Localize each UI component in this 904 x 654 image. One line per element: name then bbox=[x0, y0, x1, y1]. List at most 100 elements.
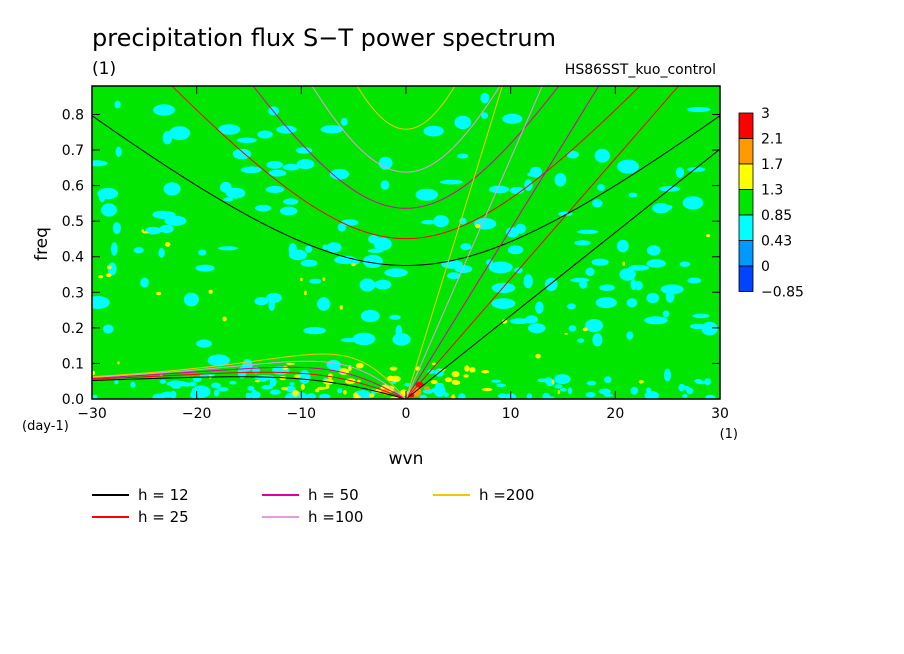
field-cyan-patch bbox=[257, 130, 273, 139]
kelvin-wave-curve bbox=[405, 86, 600, 399]
field-cyan-patch bbox=[646, 387, 652, 394]
field-cyan-patch bbox=[559, 388, 567, 392]
field-cyan-patch bbox=[265, 185, 285, 194]
field-cyan-patch bbox=[260, 378, 267, 382]
field-cyan-patch bbox=[594, 148, 610, 163]
kelvin-wave-curve bbox=[405, 86, 680, 399]
field-cyan-patch bbox=[502, 113, 523, 124]
colorbar-level-label: 1.7 bbox=[761, 157, 783, 173]
dispersion-curves bbox=[92, 86, 720, 399]
field-cyan-patch bbox=[326, 359, 341, 370]
field-cyan-patch bbox=[675, 167, 685, 179]
field-cyan-patch bbox=[374, 279, 392, 290]
field-cyan-patch bbox=[159, 224, 174, 234]
field-cyan-patch bbox=[423, 125, 444, 137]
field-cyan-patch bbox=[152, 393, 164, 399]
field-cyan-patch bbox=[652, 203, 670, 214]
field-cyan-patch bbox=[585, 392, 596, 398]
legend-label: h =100 bbox=[308, 508, 363, 526]
field-cyan-patch bbox=[195, 264, 215, 272]
field-yellow-patch bbox=[451, 371, 460, 378]
field-yellow-patch bbox=[117, 361, 120, 365]
x-tick-label: 30 bbox=[711, 406, 729, 422]
field-cyan-patch bbox=[544, 377, 553, 384]
field-cyan-patch bbox=[217, 387, 229, 392]
field-cyan-patch bbox=[254, 374, 276, 381]
field-cyan-patch bbox=[488, 261, 513, 274]
field-cyan-patch bbox=[140, 277, 149, 288]
field-yellow-patch bbox=[481, 387, 493, 392]
colorbar-swatch bbox=[738, 189, 754, 216]
kelvin-wave-curve bbox=[405, 148, 720, 399]
y-tick-label: 0.4 bbox=[62, 250, 84, 266]
field-cyan-patch bbox=[190, 391, 198, 399]
field-cyan-patch bbox=[617, 159, 640, 174]
field-yellow-patch bbox=[141, 229, 145, 233]
field-cyan-patch bbox=[458, 393, 466, 399]
colorbar: 3 2.1 1.7 1.3 0.85 0.43 0 −0.85 bbox=[738, 106, 804, 301]
field-cyan-patch bbox=[395, 325, 403, 338]
field-cyan-patch bbox=[619, 268, 636, 281]
field-cyan-patch bbox=[326, 242, 342, 253]
field-cyan-patch bbox=[247, 386, 255, 391]
field-yellow-patch bbox=[322, 277, 326, 281]
field-cyan-patch bbox=[362, 254, 383, 268]
field-cyan-patch bbox=[568, 325, 577, 332]
field-cyan-patch bbox=[280, 206, 298, 216]
field-cyan-patch bbox=[254, 297, 269, 306]
field-cyan-patch bbox=[337, 388, 343, 394]
field-yellow-patch bbox=[106, 273, 112, 278]
x-tick-label: 20 bbox=[606, 406, 624, 422]
field-cyan-patch bbox=[526, 393, 532, 399]
colorbar-level-label: 2.1 bbox=[761, 132, 783, 148]
colorbar-level-label: 3 bbox=[761, 106, 770, 122]
field-cyan-patch bbox=[384, 268, 408, 278]
field-cyan-patch bbox=[662, 310, 670, 318]
spectrum-field bbox=[92, 86, 720, 399]
field-cyan-patch bbox=[682, 196, 704, 210]
field-cyan-patch bbox=[682, 394, 688, 398]
field-yellow-patch bbox=[387, 375, 395, 382]
field-yellow-patch bbox=[451, 394, 456, 399]
field-cyan-patch bbox=[211, 382, 221, 389]
field-yellow-patch bbox=[451, 379, 459, 385]
field-cyan-patch bbox=[626, 331, 634, 340]
field-cyan-patch bbox=[687, 106, 711, 113]
field-cyan-patch bbox=[98, 188, 106, 203]
field-cyan-patch bbox=[359, 278, 376, 292]
y-axis-label: freq bbox=[32, 227, 52, 261]
y-tick-label: 0.8 bbox=[62, 107, 84, 123]
field-yellow-patch bbox=[98, 275, 104, 279]
field-cyan-patch bbox=[163, 182, 181, 196]
field-cyan-patch bbox=[592, 199, 603, 208]
field-yellow-patch bbox=[557, 390, 561, 394]
field-cyan-patch bbox=[192, 376, 202, 383]
field-cyan-patch bbox=[283, 198, 299, 205]
field-cyan-patch bbox=[431, 387, 443, 393]
field-cyan-patch bbox=[649, 394, 658, 399]
gravity-wave-curve bbox=[311, 86, 501, 173]
field-cyan-patch bbox=[101, 203, 117, 217]
field-cyan-patch bbox=[306, 393, 316, 399]
legend-label: h = 50 bbox=[308, 486, 359, 504]
field-yellow-patch bbox=[222, 316, 227, 322]
field-cyan-patch bbox=[695, 380, 708, 385]
y-tick-label: 0.6 bbox=[62, 179, 84, 195]
field-cyan-patch bbox=[433, 215, 449, 228]
field-cyan-patch bbox=[181, 382, 192, 387]
x-unit-label: (1) bbox=[720, 427, 738, 442]
colorbar-swatch bbox=[738, 112, 754, 139]
field-yellow-patch bbox=[353, 394, 361, 399]
colorbar-swatch bbox=[738, 214, 754, 241]
field-cyan-patch bbox=[599, 284, 615, 292]
field-cyan-patch bbox=[454, 265, 473, 274]
x-tick-label: 10 bbox=[502, 406, 520, 422]
field-cyan-patch bbox=[295, 147, 313, 154]
field-yellow-patch bbox=[501, 319, 508, 324]
field-cyan-patch bbox=[497, 393, 507, 399]
field-cyan-patch bbox=[488, 185, 510, 194]
field-yellow-patch bbox=[286, 362, 295, 365]
field-cyan-patch bbox=[261, 384, 274, 390]
field-cyan-patch bbox=[630, 279, 637, 291]
field-cyan-patch bbox=[687, 167, 706, 172]
